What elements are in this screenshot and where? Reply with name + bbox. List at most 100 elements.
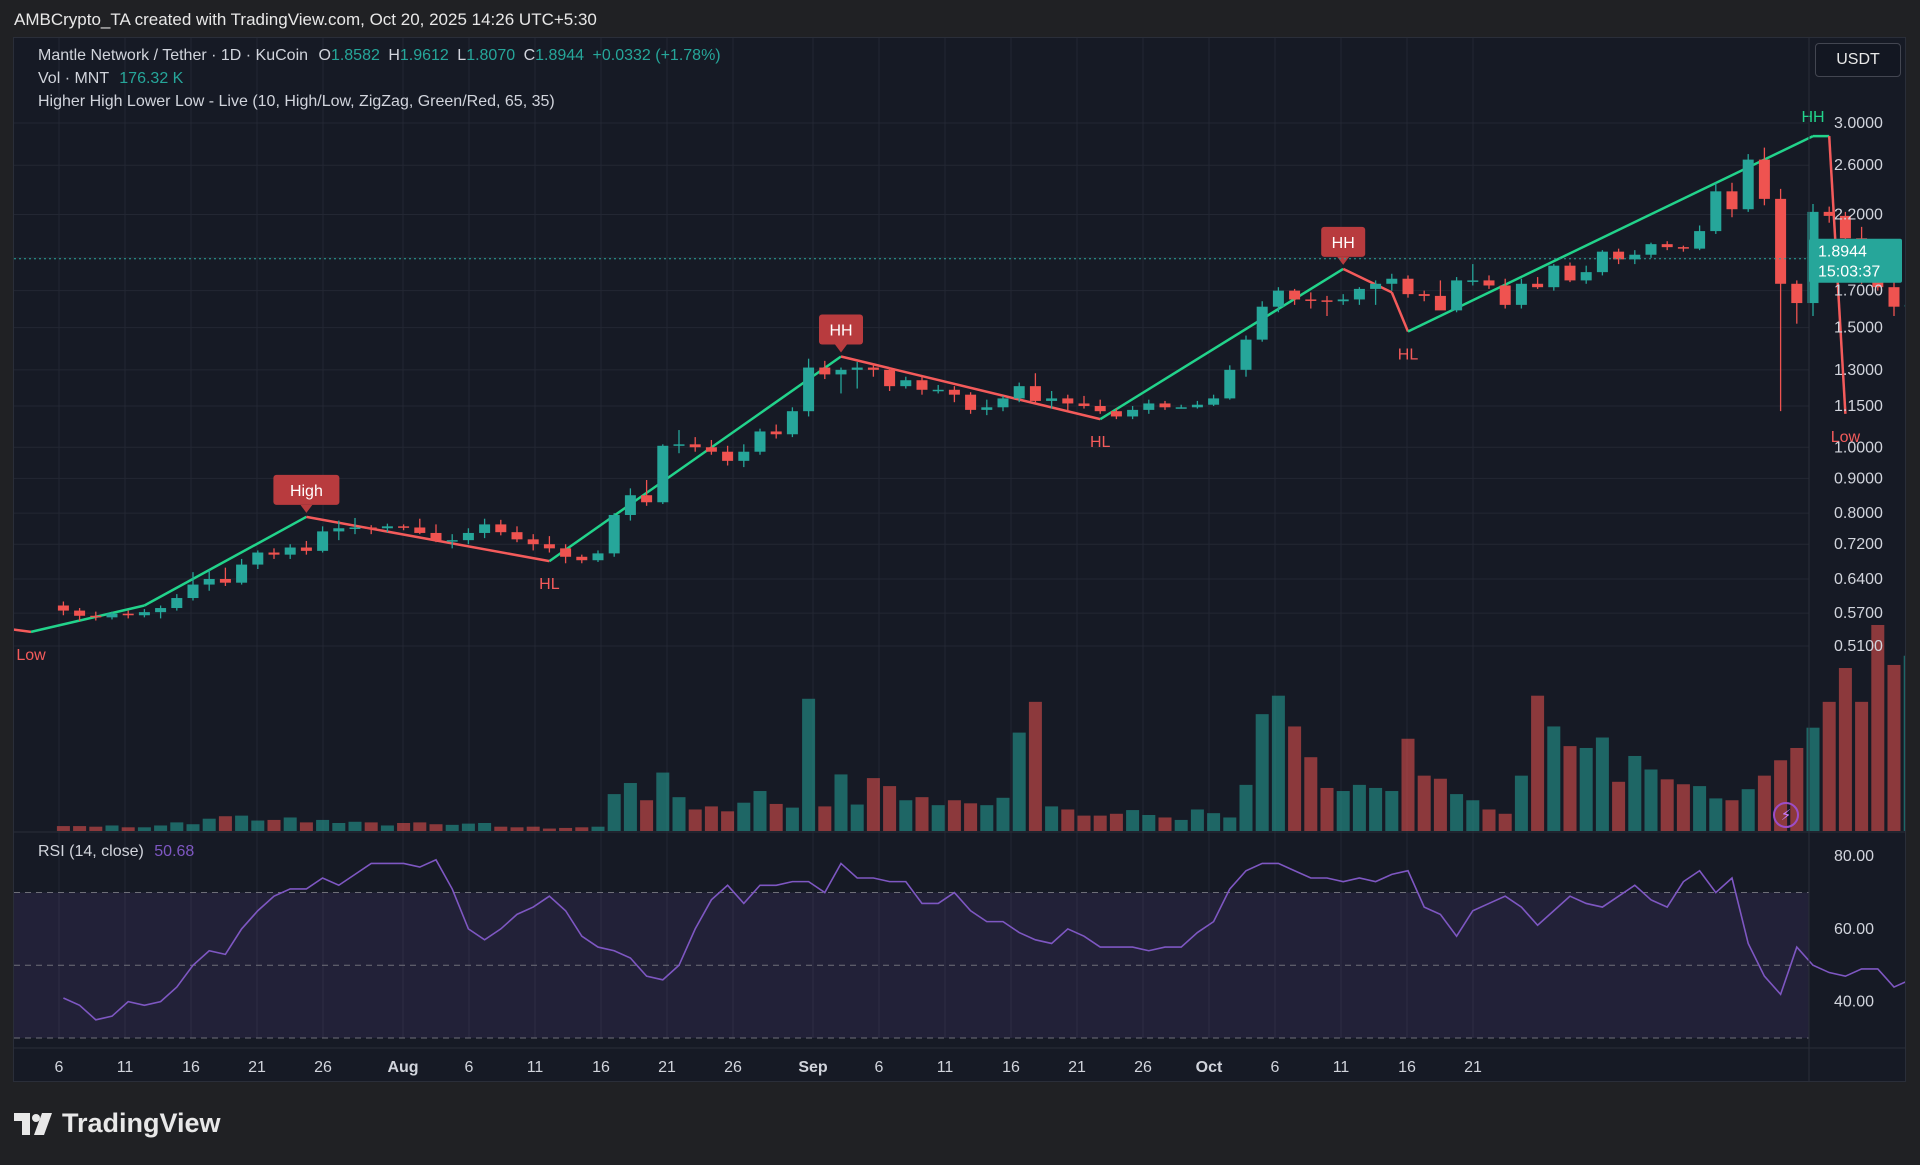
indicator-legend[interactable]: Higher High Lower Low - Live (10, High/L… — [38, 93, 555, 110]
tradingview-icon — [14, 1112, 52, 1135]
time-tick-label: 26 — [724, 1059, 742, 1076]
volume-bar — [105, 825, 119, 831]
volume-bar — [1741, 789, 1755, 831]
volume-bar — [332, 823, 346, 831]
candle-body — [414, 527, 426, 533]
candle-body — [1694, 231, 1706, 249]
volume-bar — [1028, 701, 1042, 831]
candle-body — [203, 578, 215, 585]
candle-body — [1596, 251, 1608, 273]
volume-legend[interactable]: Vol · MNT 176.32 K — [38, 70, 183, 88]
time-tick-label: 11 — [527, 1059, 544, 1076]
price-tick-label: 1.3000 — [1834, 362, 1883, 379]
volume-bar — [1676, 784, 1690, 831]
candle-body — [722, 451, 734, 461]
candle-body — [1321, 300, 1333, 302]
volume-bar — [834, 774, 848, 831]
candle-body — [608, 514, 620, 554]
volume-bar — [883, 786, 897, 831]
volume-bar — [899, 800, 913, 831]
volume-bar — [1660, 779, 1674, 831]
volume-bar — [73, 826, 87, 831]
price-badge — [1809, 238, 1902, 283]
time-tick-label: 26 — [314, 1059, 332, 1076]
axes: 80.0060.0040.003.00002.60002.20001.90001… — [14, 38, 1905, 1081]
symbol-legend[interactable]: Mantle Network / Tether · 1D · KuCoin O1… — [38, 47, 721, 65]
volume-bar — [1012, 732, 1026, 831]
volume-bar — [1871, 624, 1885, 831]
volume-bar — [1547, 726, 1561, 831]
candle-body — [867, 367, 879, 370]
volume-bar — [591, 826, 605, 831]
time-tick-label: 21 — [1068, 1059, 1086, 1076]
volume-bar — [526, 826, 540, 831]
candle-body — [1758, 159, 1770, 199]
volume-bar — [170, 822, 184, 831]
volume-bar — [785, 807, 799, 831]
brand-name: TradingView — [62, 1108, 221, 1138]
candle-body — [1532, 283, 1544, 288]
volume-bar — [235, 815, 249, 831]
volume-bar — [1207, 813, 1221, 831]
zigzag-segment — [1099, 267, 1344, 421]
zigzag-segment — [14, 628, 32, 634]
candle-body — [1224, 369, 1236, 399]
lightning-icon[interactable]: ⚡ — [1773, 802, 1799, 828]
time-tick-label: 11 — [1333, 1059, 1350, 1076]
candle-body — [576, 556, 588, 561]
volume-bar — [1579, 747, 1593, 831]
pivot-label-text: HH — [1332, 235, 1355, 252]
volume-bar — [850, 804, 864, 831]
candle-body — [1677, 247, 1689, 249]
chart-frame[interactable]: Low High HL HH HL HH HL HH Low 80.00 60.00 40.00 3.… — [13, 37, 1906, 1082]
volume-bar — [364, 822, 378, 831]
volume-bar — [1498, 813, 1512, 831]
candle-body — [1127, 409, 1139, 417]
volume-bar — [818, 806, 832, 831]
volume-bar — [1320, 787, 1334, 831]
candle-body — [1451, 280, 1463, 311]
price-tick-label: 0.5700 — [1834, 605, 1883, 622]
candle-body — [1580, 272, 1592, 281]
pivot-label-text: Low — [1831, 429, 1861, 446]
candle-body — [1110, 411, 1122, 417]
volume-bar — [413, 822, 427, 831]
price-tick-label: 1.7000 — [1834, 283, 1883, 300]
candle-body — [106, 613, 118, 618]
time-tick-label: 21 — [248, 1059, 266, 1076]
volume-bar — [1725, 800, 1739, 831]
pivot-label-text: HH — [829, 323, 852, 340]
candle-body — [1613, 251, 1625, 260]
volume-bar — [623, 783, 637, 831]
volume-bar — [1190, 809, 1204, 831]
candle-body — [1402, 278, 1414, 295]
candle-body — [965, 394, 977, 410]
candle-body — [754, 431, 766, 452]
tradingview-logo[interactable]: TradingView — [14, 1108, 221, 1139]
pivot-label-text: Low — [16, 647, 46, 664]
candle-body — [268, 552, 280, 555]
currency-button[interactable]: USDT — [1815, 43, 1901, 77]
candle-body — [819, 367, 831, 375]
rsi-legend[interactable]: RSI (14, close) 50.68 — [38, 843, 194, 861]
volume-bar — [1628, 755, 1642, 831]
candle-body — [236, 564, 248, 583]
candle-body — [333, 528, 345, 532]
volume-bar — [931, 805, 945, 831]
candle-body — [543, 544, 555, 549]
candle-body — [1467, 280, 1479, 282]
volume-bar — [445, 824, 459, 831]
candle-body — [1078, 403, 1090, 407]
volume-bar — [1822, 701, 1836, 831]
price-tick-label: 2.6000 — [1834, 157, 1883, 174]
candle-body — [219, 578, 231, 583]
volume-bar — [478, 823, 492, 831]
volume-bar — [1838, 668, 1852, 831]
candle-body — [1629, 254, 1641, 260]
volume-bar — [1174, 819, 1188, 831]
candle-body — [1564, 265, 1576, 281]
pivot-label-text: HL — [539, 576, 560, 593]
candle-body — [1289, 290, 1301, 300]
candle-body — [446, 540, 458, 542]
